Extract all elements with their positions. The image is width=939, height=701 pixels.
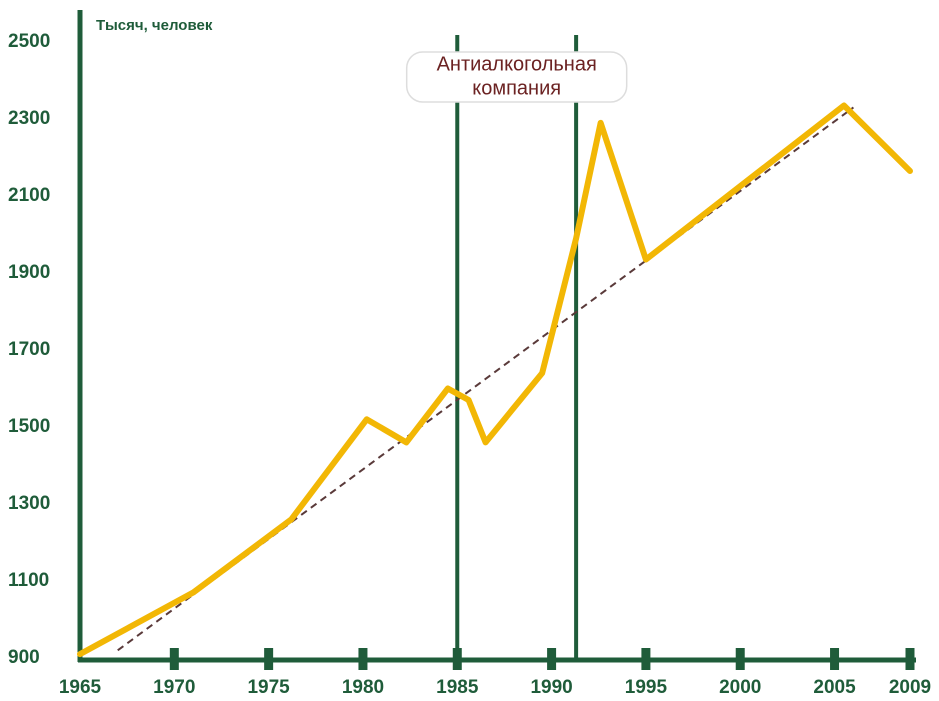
x-tick-label: 1965	[59, 677, 102, 698]
x-tick-label: 1990	[530, 677, 572, 698]
y-tick-label: 900	[8, 647, 40, 668]
x-tick-label: 2005	[813, 677, 856, 698]
y-tick-label: 2300	[8, 108, 50, 129]
y-tick-label: 1500	[8, 416, 50, 437]
x-tick-label: 2009	[889, 677, 931, 698]
annotation-box	[405, 51, 628, 103]
x-tick-label: 1980	[342, 677, 384, 698]
y-tick-label: 2500	[8, 31, 50, 52]
y-tick-label: 1300	[8, 493, 50, 514]
data-line	[77, 102, 913, 658]
x-tick-label: 2000	[719, 677, 761, 698]
y-tick-label: 1100	[8, 570, 49, 591]
x-tick-label: 1970	[153, 677, 195, 698]
x-tick-label: 1975	[247, 677, 290, 698]
x-tick-label: 1995	[625, 677, 668, 698]
annotation-text: Антиалкогольная	[437, 53, 597, 75]
y-tick-label: 2100	[8, 185, 50, 206]
x-tick-label: 1985	[436, 677, 479, 698]
y-tick-label: 1900	[8, 262, 50, 283]
y-tick-label: 1700	[8, 339, 50, 360]
y-axis-label: Тысяч, человек	[96, 17, 213, 34]
annotation-text: компания	[472, 77, 561, 99]
trend-line	[117, 106, 855, 652]
